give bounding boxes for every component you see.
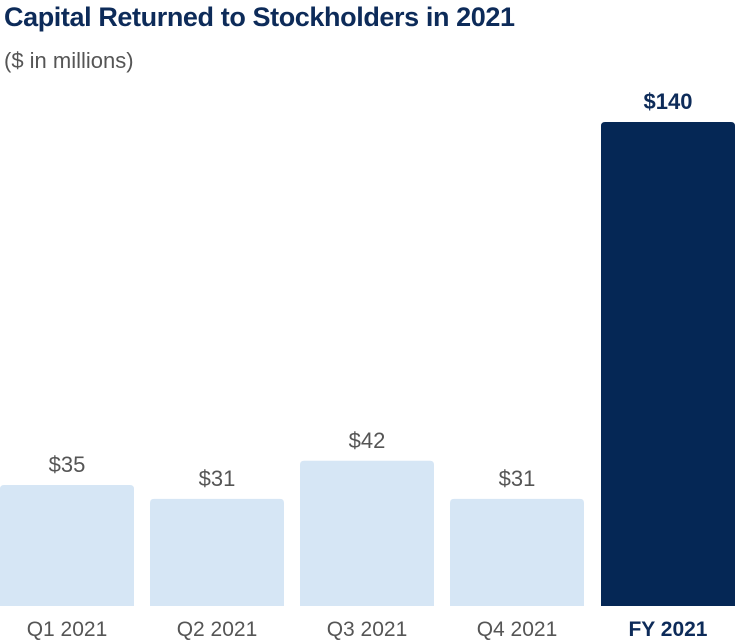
category-label: Q2 2021 — [177, 618, 258, 641]
value-label: $31 — [499, 466, 536, 491]
category-label: Q1 2021 — [27, 618, 108, 641]
category-label: FY 2021 — [628, 618, 707, 641]
value-label: $35 — [49, 452, 86, 477]
chart-subtitle: ($ in millions) — [4, 48, 134, 73]
chart-title: Capital Returned to Stockholders in 2021 — [4, 2, 515, 32]
category-label: Q3 2021 — [327, 618, 408, 641]
value-label: $42 — [349, 428, 386, 453]
bar-fy-2021 — [601, 122, 735, 606]
category-label: Q4 2021 — [477, 618, 558, 641]
value-label: $140 — [644, 89, 693, 114]
bar-q2-2021 — [150, 498, 284, 606]
bar-q3-2021 — [300, 460, 434, 606]
bar-q1-2021 — [0, 485, 134, 606]
bar-q4-2021 — [450, 498, 584, 606]
value-label: $31 — [199, 466, 236, 491]
